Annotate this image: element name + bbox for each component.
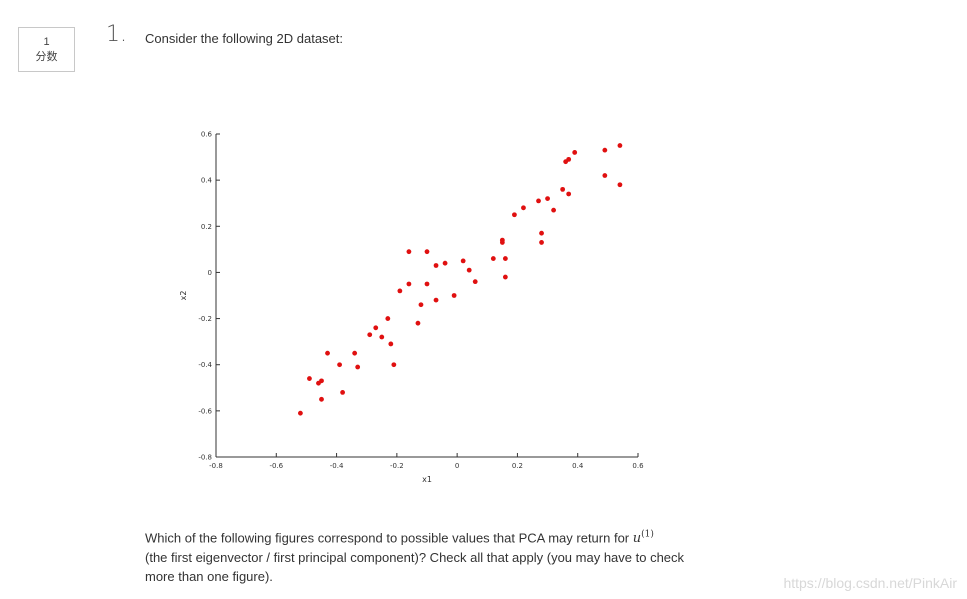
data-point [397,288,403,294]
math-u: u(1) [632,530,654,547]
data-point [442,260,448,266]
data-point [499,237,505,243]
data-point [539,230,544,236]
data-point [490,256,496,261]
data-point [319,396,324,402]
data-point [373,325,379,331]
chart-points [298,143,623,416]
data-point [319,378,324,384]
question-body-text-2: (the first eigenvector / first principal… [145,550,685,585]
y-tick-label: -0.2 [198,315,212,323]
x-tick-label: 0.2 [512,462,523,470]
data-point [406,249,412,255]
data-point [566,156,572,162]
y-tick-label: 0.2 [201,223,212,231]
x-tick-label: -0.6 [269,462,283,470]
question-body: Which of the following figures correspon… [145,526,705,586]
question-body-text: Which of the following figures correspon… [145,530,630,546]
x-tick-label: 0.4 [572,462,584,470]
data-point [502,256,508,261]
data-point [566,191,572,197]
x-tick-label: 0.6 [632,462,644,470]
data-point [388,341,394,347]
data-point [325,350,330,356]
data-point [433,297,439,303]
data-point [572,150,578,155]
data-point [391,362,397,368]
score-value: 1 [43,35,50,48]
data-point [424,249,430,255]
data-point [385,316,391,321]
data-point [415,320,421,326]
data-point [545,196,550,202]
data-point [352,350,358,356]
question-number: 1. [106,22,127,47]
x-tick-label: 0 [455,462,459,470]
y-tick-label: -0.6 [198,407,212,415]
x-tick-label: -0.4 [330,462,344,470]
question-intro: Consider the following 2D dataset: [145,31,344,46]
math-symbol: u [632,531,642,547]
score-box: 1 分数 [18,27,75,72]
y-tick-label: 0.4 [201,177,213,185]
data-point [551,207,556,213]
data-point [466,267,472,273]
data-point [298,410,303,416]
data-point [617,182,623,188]
y-tick-label: 0 [208,269,212,277]
data-point [406,281,412,287]
y-tick-label: -0.8 [198,454,212,462]
score-label: 分数 [35,50,58,63]
data-point [379,334,385,340]
data-point [560,186,566,192]
x-tick-label: -0.2 [390,462,404,470]
y-tick-label: 0.6 [201,131,213,139]
data-point [451,293,457,298]
x-tick-label: -0.8 [209,462,223,470]
data-point [602,147,608,153]
y-tick-label: -0.4 [198,361,212,369]
watermark: https://blog.csdn.net/PinkAir [783,575,957,591]
data-point [340,390,345,395]
data-point [367,332,373,338]
data-point [521,205,526,211]
data-point [307,376,312,381]
chart-axes: -0.8 -0.6 -0.4 -0.2 0 0.2 0.4 0.6 -0.8 -0.6 -0.4 -0… [179,131,644,485]
math-superscript: (1) [641,530,654,540]
data-point [424,281,430,287]
data-point [472,279,478,285]
data-point [539,240,544,245]
data-point [460,258,466,264]
data-point [536,198,541,204]
data-point [617,143,623,148]
data-point [337,362,342,368]
y-axis-label: x2 [179,291,188,301]
data-point [355,364,361,370]
data-point [502,274,508,280]
data-point [433,263,439,268]
x-axis-label: x1 [422,475,432,484]
data-point [602,173,608,178]
data-point [512,212,517,218]
data-point [418,302,424,308]
